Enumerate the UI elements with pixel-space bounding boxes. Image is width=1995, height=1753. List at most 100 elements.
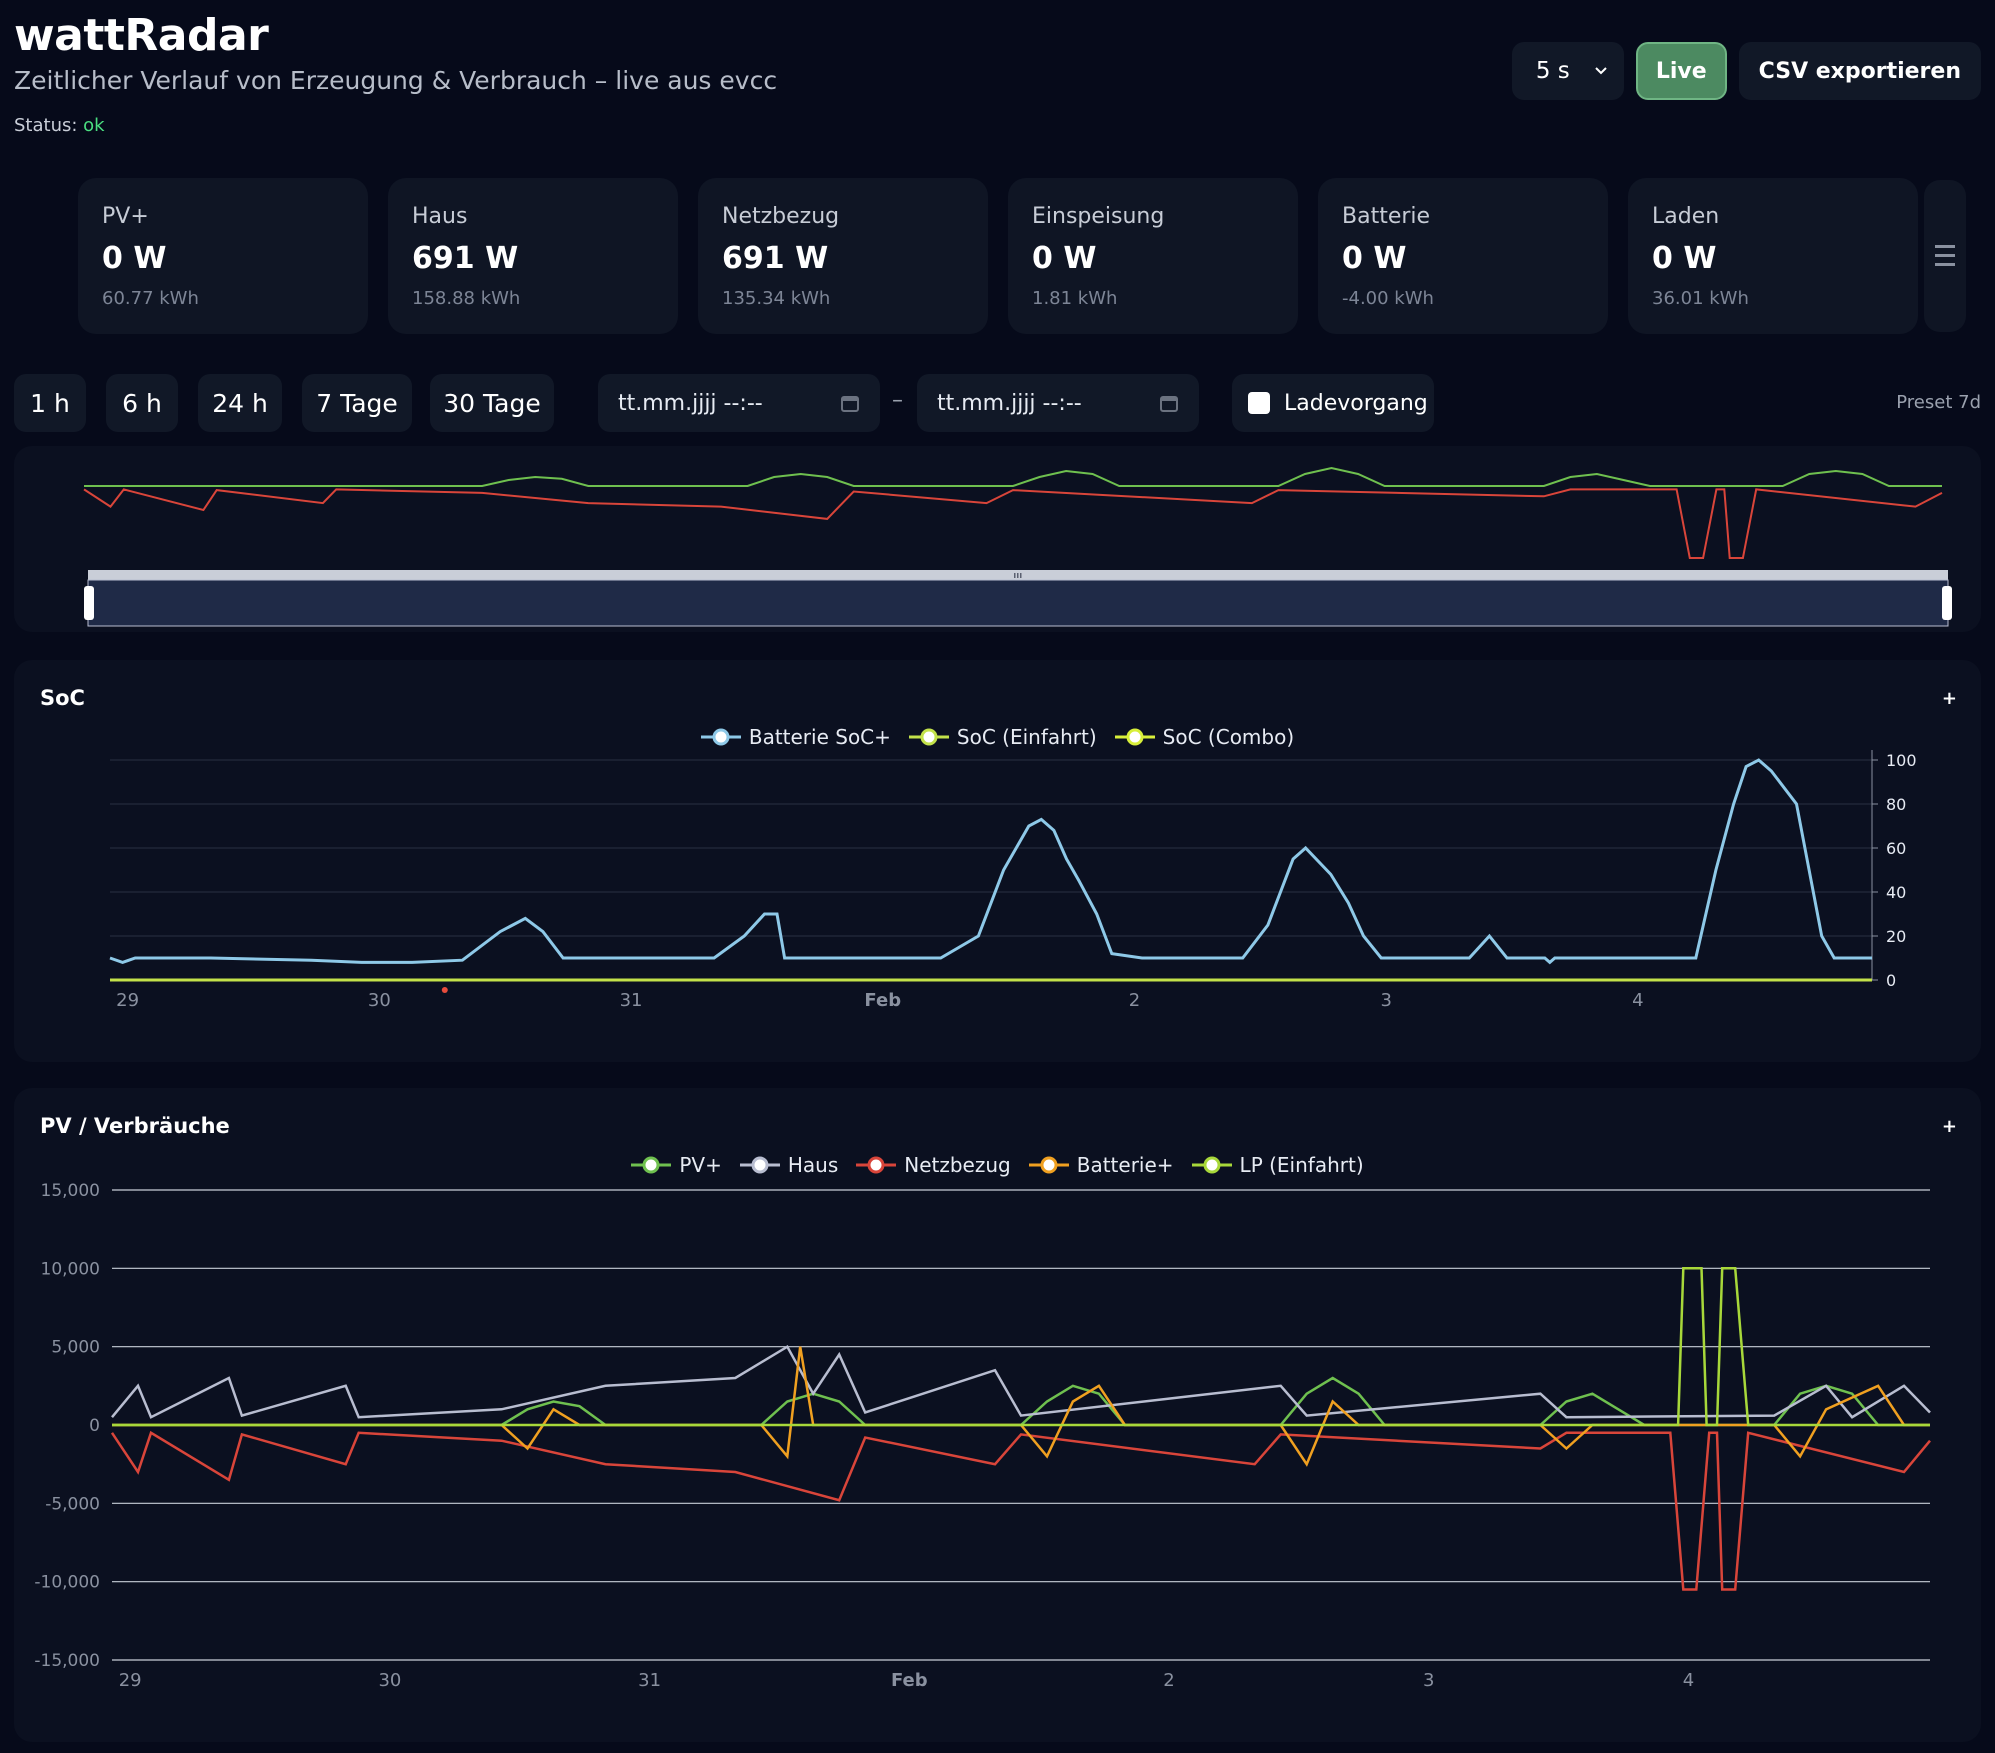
legend-marker-icon [1191, 1156, 1232, 1174]
overview-selection[interactable] [87, 579, 1949, 627]
kpi-energy: -4.00 kWh [1342, 288, 1434, 309]
pv-series-line [112, 1376, 1930, 1427]
live-button[interactable]: Live [1635, 42, 1727, 100]
legend-label: SoC (Einfahrt) [956, 725, 1097, 749]
soc-y-tick-label: 0 [1886, 971, 1896, 990]
kpi-value: 0 W [102, 241, 167, 276]
pv-series-line [112, 1267, 1930, 1427]
kpi-card-pv: PV+ 0 W 60.77 kWh [78, 178, 368, 334]
kpi-label: Netzbezug [722, 204, 840, 229]
pv-y-tick-label: 15,000 [41, 1181, 100, 1201]
legend-marker-icon [739, 1156, 780, 1174]
pv-x-tick-label: 2 [1163, 1670, 1174, 1691]
kpi-card-einspeisung: Einspeisung 0 W 1.81 kWh [1008, 178, 1298, 334]
date-to-input[interactable]: tt.mm.jjjj --:-- [917, 374, 1199, 432]
grip-line [1014, 573, 1016, 578]
calendar-icon [841, 396, 859, 412]
grip-line [1017, 573, 1019, 578]
soc-y-tick-label: 80 [1886, 795, 1906, 814]
legend-marker-icon [1114, 728, 1155, 746]
grip-icon[interactable] [1014, 573, 1022, 578]
preset-24h-button[interactable]: 24 h [198, 374, 282, 432]
preset-30d-button[interactable]: 30 Tage [430, 374, 554, 432]
soc-y-tick-label: 20 [1886, 927, 1906, 946]
pv-x-tick-label: 3 [1423, 1670, 1434, 1691]
soc-x-tick-label: 31 [620, 990, 643, 1011]
kpi-label: Einspeisung [1032, 204, 1165, 229]
soc-chart[interactable]: 0 20 40 60 80 100 29 30 31 Feb 2 3 4 [14, 660, 1981, 1062]
legend-marker-icon [631, 1156, 672, 1174]
legend-item-soc-einfahrt[interactable]: SoC (Einfahrt) [908, 725, 1097, 749]
legend-marker-icon [1028, 1156, 1069, 1174]
soc-x-tick-label: 4 [1632, 990, 1643, 1011]
hamburger-icon [1935, 245, 1955, 266]
legend-marker-icon [700, 728, 741, 746]
date-from-placeholder: tt.mm.jjjj --:-- [618, 390, 763, 416]
top-controls: 5 s Live CSV exportieren [1511, 42, 1981, 100]
legend-marker-icon [908, 728, 949, 746]
legend-label: Batterie SoC+ [748, 725, 891, 749]
kpi-card-haus: Haus 691 W 158.88 kWh [388, 178, 678, 334]
pv-series-line [111, 1344, 1931, 1419]
kpi-row: PV+ 0 W 60.77 kWh Haus 691 W 158.88 kWh … [78, 178, 1918, 334]
csv-export-button[interactable]: CSV exportieren [1738, 42, 1981, 100]
kpi-menu-button[interactable] [1924, 180, 1966, 332]
kpi-card-batterie: Batterie 0 W -4.00 kWh [1318, 178, 1608, 334]
kpi-value: 691 W [722, 241, 829, 276]
pv-series-line [112, 1346, 1930, 1467]
pv-series-line [110, 1430, 1931, 1591]
legend-item-haus[interactable]: Haus [739, 1153, 838, 1177]
pv-chart-title: PV / Verbräuche [40, 1114, 230, 1138]
legend-item-pv[interactable]: PV+ [631, 1153, 722, 1177]
soc-x-tick-label: 29 [116, 990, 139, 1011]
preset-6h-button[interactable]: 6 h [106, 374, 178, 432]
soc-panel: SoC + Batterie SoC+ SoC (Einfahrt) SoC (… [14, 660, 1981, 1062]
pv-x-tick-label: Feb [891, 1670, 928, 1691]
pv-y-tick-label: 5,000 [51, 1338, 100, 1358]
pv-panel: PV / Verbräuche + PV+ Haus Netzbezug Bat… [14, 1088, 1981, 1742]
legend-label: Netzbezug [904, 1153, 1011, 1177]
kpi-energy: 158.88 kWh [412, 288, 521, 309]
soc-x-tick-label: 2 [1129, 990, 1140, 1011]
preset-1h-button[interactable]: 1 h [14, 374, 86, 432]
pv-x-tick-label: 31 [638, 1670, 661, 1691]
kpi-value: 0 W [1032, 241, 1097, 276]
legend-item-batterie[interactable]: Batterie+ [1028, 1153, 1174, 1177]
interval-select[interactable]: 5 s [1511, 42, 1624, 100]
brush-handle-left[interactable] [84, 586, 94, 620]
brush-handle-right[interactable] [1942, 586, 1952, 620]
kpi-label: Laden [1652, 204, 1720, 229]
interval-value: 5 s [1535, 58, 1570, 84]
calendar-icon [1160, 396, 1178, 412]
ladevorgang-checkbox[interactable] [1248, 392, 1270, 414]
pv-y-tick-label: 10,000 [41, 1259, 100, 1279]
kpi-energy: 135.34 kWh [722, 288, 831, 309]
pv-legend: PV+ Haus Netzbezug Batterie+ LP (Einfahr… [14, 1153, 1981, 1177]
legend-item-batterie-soc[interactable]: Batterie SoC+ [700, 725, 891, 749]
soc-event-marker [441, 987, 448, 993]
overview-panel [14, 446, 1981, 632]
legend-label: PV+ [679, 1153, 722, 1177]
date-from-input[interactable]: tt.mm.jjjj --:-- [598, 374, 880, 432]
kpi-card-netzbezug: Netzbezug 691 W 135.34 kWh [698, 178, 988, 334]
kpi-label: Haus [412, 204, 468, 229]
soc-y-tick-label: 100 [1886, 751, 1917, 770]
legend-item-lp-einfahrt[interactable]: LP (Einfahrt) [1191, 1153, 1364, 1177]
soc-chart-title: SoC [40, 686, 85, 710]
app-subtitle: Zeitlicher Verlauf von Erzeugung & Verbr… [14, 66, 778, 95]
soc-series-line [109, 758, 1872, 965]
kpi-card-laden: Laden 0 W 36.01 kWh [1628, 178, 1918, 334]
pv-x-tick-label: 4 [1683, 1670, 1694, 1691]
legend-label: LP (Einfahrt) [1239, 1153, 1364, 1177]
legend-item-soc-combo[interactable]: SoC (Combo) [1114, 725, 1294, 749]
preset-7d-button[interactable]: 7 Tage [302, 374, 412, 432]
range-row: 1 h 6 h 24 h 7 Tage 30 Tage tt.mm.jjjj -… [14, 374, 1981, 432]
legend-item-netzbezug[interactable]: Netzbezug [856, 1153, 1011, 1177]
pv-add-button[interactable]: + [1941, 1116, 1957, 1137]
overview-chart[interactable] [14, 446, 1981, 632]
pv-y-tick-label: -10,000 [34, 1573, 100, 1593]
ladevorgang-toggle[interactable]: Ladevorgang [1232, 374, 1434, 432]
soc-add-button[interactable]: + [1941, 688, 1957, 709]
soc-y-tick-label: 40 [1886, 883, 1906, 902]
pv-chart[interactable]: 15,000 10,000 5,000 0 -5,000 -10,000 -15,000 29… [14, 1088, 1981, 1742]
